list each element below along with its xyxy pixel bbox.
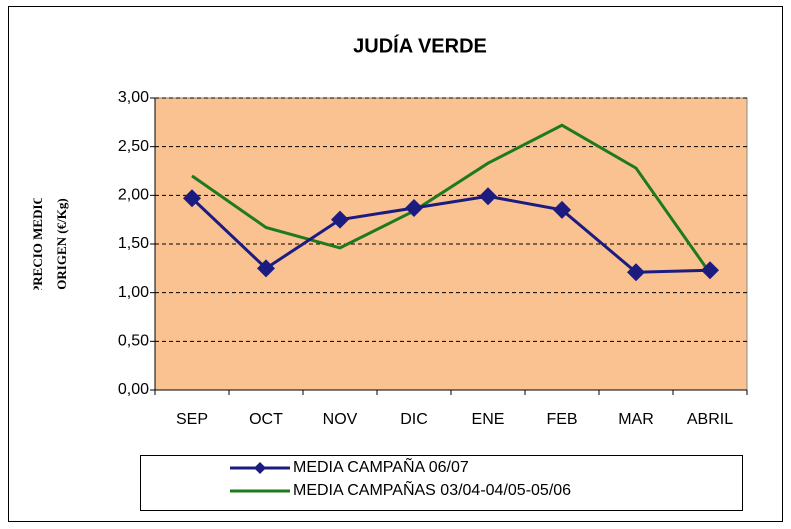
point-marker [479,187,497,206]
point-marker [331,210,349,229]
point-marker [405,198,423,217]
y-tick-label: 0,50 [118,333,149,350]
y-label-line: PRECIO MEDIO [30,194,45,293]
x-tick-label: FEB [546,411,577,428]
y-tick-label: 3,00 [118,89,149,106]
y-tick-label: 2,50 [118,138,149,155]
y-tick-label: 2,00 [118,187,149,204]
series-line [191,123,712,275]
legend-box [140,455,743,511]
point-marker [183,189,201,208]
y-tick-label: 1,50 [118,235,149,252]
y-tick-label: 0,00 [118,381,149,398]
point-marker [257,259,275,278]
x-tick-label: ENE [472,411,505,428]
x-tick-label: ABRIL [687,411,733,428]
y-axis-label: PRECIO MEDIO ORIGEN (€/Kg) [30,194,69,293]
x-tick-label: MAR [618,411,654,428]
y-label-clip: PRECIO MEDIO [30,194,45,293]
point-marker [553,200,571,219]
x-tick-label: SEP [176,411,208,428]
chart-title: JUDÍA VERDE [353,34,487,57]
point-marker [627,263,645,282]
x-tick-label: DIC [400,411,428,428]
y-tick-label: 1,00 [118,284,149,301]
x-tick-label: NOV [323,411,358,428]
y-label-line: ORIGEN (€/Kg) [54,198,69,289]
legend-label: MEDIA CAMPAÑA 06/07 [293,456,469,476]
legend-label: MEDIA CAMPAÑAS 03/04-04/05-05/06 [293,479,571,499]
x-tick-label: OCT [249,411,283,428]
legend-marker [254,462,266,474]
series-line [190,194,711,274]
point-marker [701,261,719,280]
